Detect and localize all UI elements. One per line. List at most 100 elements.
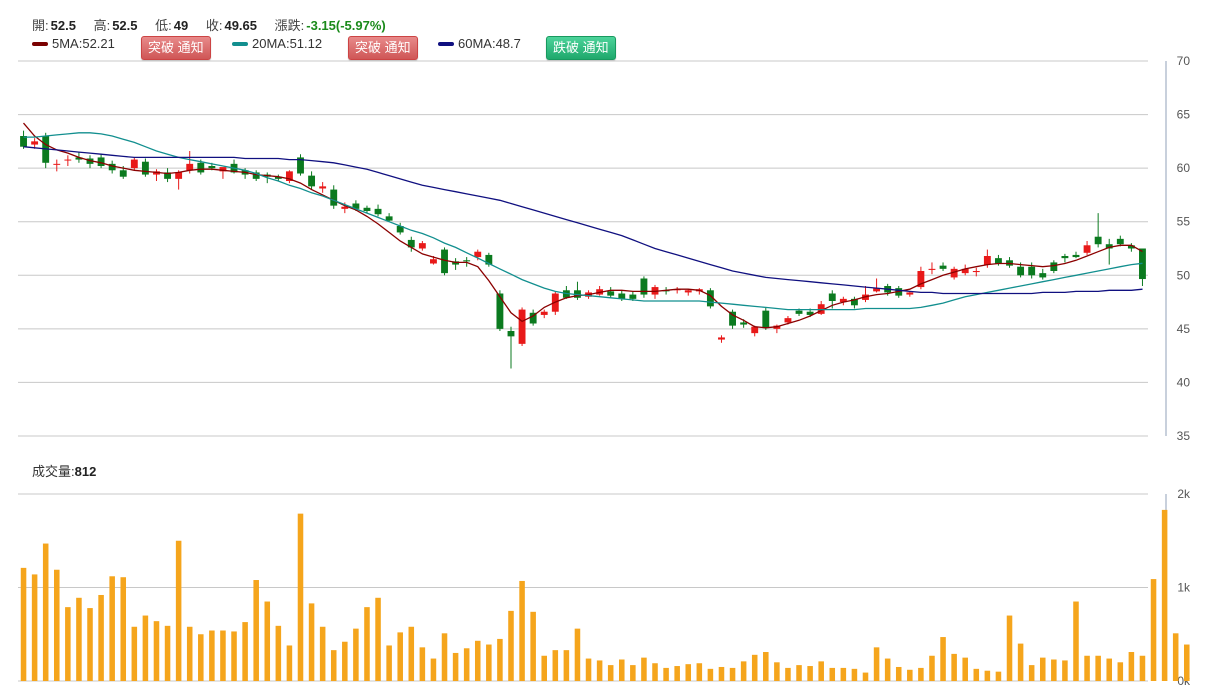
candle-body (75, 157, 83, 160)
candle-body (31, 141, 39, 145)
candle-body (285, 171, 293, 181)
candle-body (917, 271, 925, 288)
ma60-notify-button[interactable]: 跌破 通知 (546, 36, 616, 60)
volume-bar (907, 669, 913, 681)
volume-bar (120, 577, 127, 681)
candle-body (197, 162, 205, 173)
ma5-notify-button[interactable]: 突破 通知 (141, 36, 211, 60)
volume-bar (918, 667, 924, 681)
volume-bar (419, 647, 426, 681)
low-label: 低: (155, 18, 172, 33)
candle-body (64, 159, 72, 161)
volume-bar (430, 658, 437, 681)
volume-bar (452, 652, 459, 681)
volume-bar (20, 567, 27, 681)
candle-body (729, 311, 736, 326)
volume-bar (264, 601, 271, 681)
candle-body (983, 256, 991, 265)
ma60-label: 60MA:48.7 (458, 36, 521, 51)
price-tick-label: 45 (1177, 322, 1191, 336)
candle-body (297, 157, 304, 174)
volume-bar (596, 660, 603, 681)
candle-body (762, 310, 770, 328)
volume-bar (375, 597, 381, 681)
high-value: 52.5 (112, 18, 138, 33)
ma20-notify-button[interactable]: 突破 通知 (348, 36, 418, 60)
candle-body (607, 291, 615, 296)
ma5-label: 5MA:52.21 (52, 36, 115, 51)
volume-bar (751, 654, 758, 681)
candle-body (1039, 273, 1047, 278)
candle-body (1083, 245, 1091, 253)
candle-body (950, 268, 958, 278)
ma20-label: 20MA:51.12 (252, 36, 323, 51)
candle-body (718, 337, 725, 340)
price-tick-label: 40 (1177, 375, 1191, 389)
candle-body (474, 251, 482, 258)
volume-bar (474, 640, 481, 681)
candle-body (208, 166, 216, 169)
volume-bar (408, 626, 415, 681)
volume-bar (463, 648, 470, 681)
price-tick-label: 55 (1177, 215, 1191, 229)
ma20-legend: 20MA:51.12 (232, 36, 322, 51)
volume-bar (330, 650, 337, 681)
close-value: 49.65 (224, 18, 258, 33)
ma60-legend: 60MA:48.7 (438, 36, 521, 51)
candle-body (463, 260, 471, 262)
volume-bar (962, 657, 968, 681)
volume-bar (1062, 660, 1068, 681)
candle-body (850, 298, 858, 306)
candle-body (385, 216, 393, 221)
volume-bar (54, 569, 60, 681)
volume-bar (131, 626, 138, 681)
candle-body (972, 271, 980, 273)
volume-bar (685, 664, 692, 681)
candle-body (640, 278, 648, 295)
volume-bar (1128, 652, 1135, 681)
candle-body (319, 186, 327, 189)
volume-bar (1084, 655, 1090, 681)
volume-bar (76, 597, 82, 681)
candle-body (1127, 245, 1135, 249)
volume-bar (1006, 615, 1013, 681)
volume-bar (940, 637, 946, 681)
volume-bar (607, 665, 614, 681)
volume-bar (286, 645, 293, 681)
volume-bar (530, 611, 536, 681)
ma-line-20ma (23, 132, 1143, 311)
candle-body (618, 293, 626, 299)
volume-bar (486, 644, 492, 681)
volume-bar (342, 641, 348, 681)
volume-bar (696, 663, 703, 681)
volume-bar (353, 628, 359, 681)
volume-bar (884, 658, 891, 681)
change-label: 漲跌: (274, 18, 305, 33)
volume-bar (231, 631, 237, 681)
candle-body (1017, 266, 1025, 276)
volume-bar (563, 650, 570, 681)
volume-bar (641, 657, 647, 681)
volume-bar (319, 626, 326, 681)
volume-bar (198, 634, 204, 681)
volume-value: 812 (74, 464, 97, 479)
volume-bar (663, 667, 669, 681)
volume-bar (1117, 662, 1124, 681)
volume-bar (1051, 659, 1057, 681)
candle-body (540, 311, 548, 315)
volume-bar (142, 615, 149, 681)
volume-bar (895, 666, 902, 681)
ohlc-summary: 開: 52.5 高: 52.5 低: 49 收: 49.65 漲跌: -3.15(-5.9… (32, 15, 388, 34)
candle-body (706, 290, 714, 307)
high-label: 高: (93, 18, 111, 33)
volume-bar (574, 628, 581, 681)
volume-bar (585, 658, 592, 681)
low-value: 49 (173, 18, 189, 33)
candle-body (485, 254, 493, 265)
candle-body (1072, 254, 1080, 258)
volume-bar (1028, 665, 1035, 681)
candle-body (828, 293, 836, 301)
volume-bar (397, 632, 403, 681)
volume-bar (763, 652, 769, 681)
